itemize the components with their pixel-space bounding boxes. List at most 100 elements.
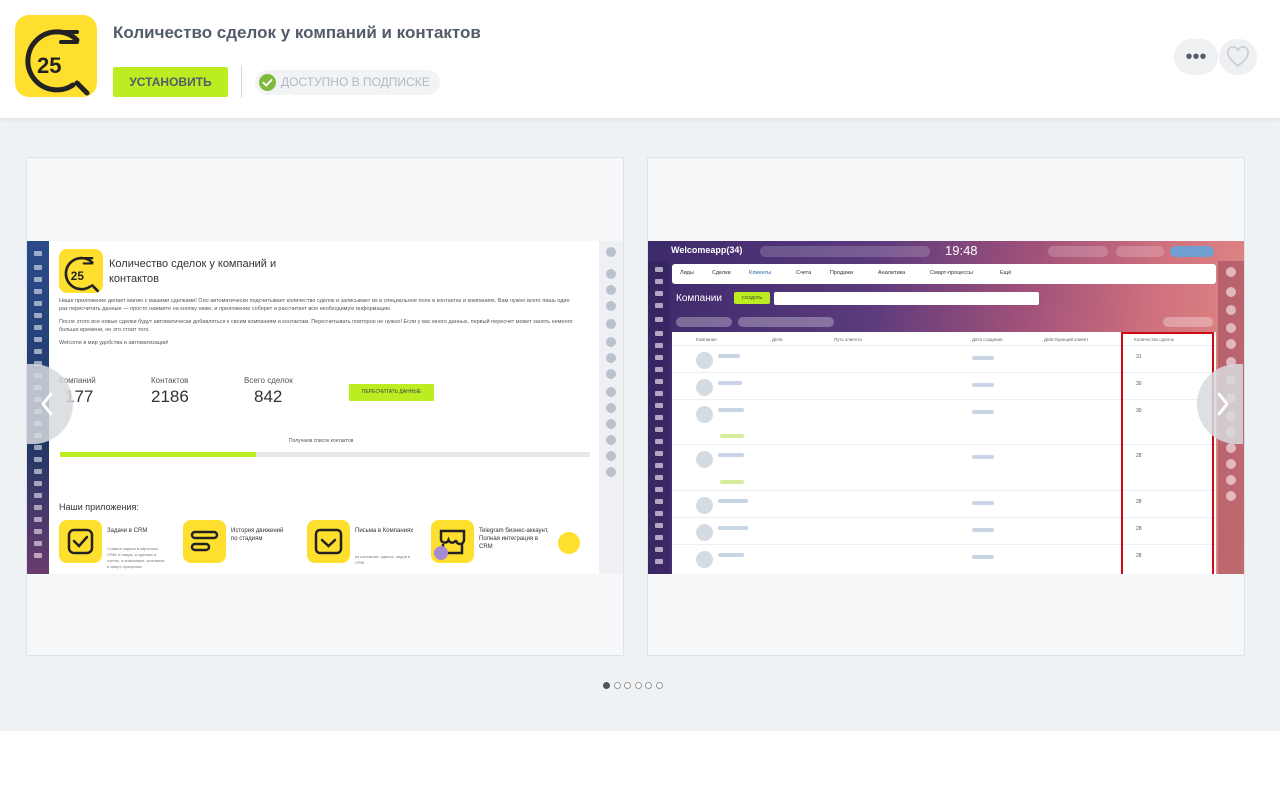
deal-count: 28 — [1136, 553, 1142, 559]
pagination-dot[interactable] — [645, 682, 652, 689]
pagination-dot[interactable] — [655, 682, 663, 689]
prev-slide-button[interactable] — [27, 364, 73, 444]
blurred-value — [718, 408, 744, 412]
portal-brand: Welcomeapp(34) — [671, 245, 743, 255]
tab-sales[interactable]: Продажи — [830, 270, 853, 276]
blurred-value — [718, 453, 744, 457]
header-divider — [241, 65, 242, 98]
column-header: Компания — [696, 337, 717, 342]
invite-pill — [1170, 246, 1214, 257]
app-logo-small: 25 — [59, 249, 103, 293]
avatar — [696, 451, 713, 468]
stat-label: Компаний — [59, 376, 96, 385]
blurred-tag — [720, 434, 744, 438]
chat-icon[interactable] — [558, 532, 580, 554]
subscription-badge: ДОСТУПНО В ПОДПИСКЕ — [255, 70, 440, 95]
deal-count: 30 — [1136, 408, 1142, 414]
column-header: Дела — [772, 337, 783, 342]
tab-deals[interactable]: Сделки — [712, 270, 731, 276]
stat-label: Контактов — [151, 376, 189, 385]
screenshot-gallery: 25 Количество сделок у компаний и контак… — [0, 118, 1280, 731]
filter-chip[interactable] — [676, 317, 732, 327]
blurred-value — [972, 410, 994, 414]
tab-smart-processes[interactable]: Смарт-процессы — [930, 270, 973, 276]
app-title: Количество сделок у компаний и контактов — [113, 23, 481, 42]
blurred-value — [972, 528, 994, 532]
blurred-value — [972, 383, 994, 387]
app-card-name: Telegram бизнес-аккаунт. Полная интеграц… — [479, 528, 549, 550]
app-card-desc: Ставьте задачи в карточках CRM: в лидах,… — [107, 546, 165, 569]
companies-table: Компания Дела Путь клиента Дата создания… — [672, 332, 1216, 574]
blurred-value — [718, 499, 748, 503]
tab-analytics[interactable]: Аналитика — [878, 270, 906, 276]
pagination-dot[interactable] — [603, 682, 610, 689]
filter-input[interactable] — [774, 292, 1039, 305]
tab-invoices[interactable]: Счета — [796, 270, 812, 276]
favorite-button[interactable] — [1219, 39, 1257, 75]
avatar — [696, 352, 713, 369]
blurred-value — [972, 555, 994, 559]
tariff-pill — [1116, 246, 1164, 257]
tab-leads[interactable]: Лиды — [680, 270, 694, 276]
pagination-dot[interactable] — [634, 682, 642, 689]
column-header: Количество сделок — [1134, 337, 1174, 342]
slide-1[interactable]: 25 Количество сделок у компаний и контак… — [26, 157, 624, 656]
crm-tabs: Лиды Сделки Клиенты Счета Продажи Аналит… — [672, 264, 1216, 284]
pagination-dot[interactable] — [613, 682, 621, 689]
svg-text:25: 25 — [71, 269, 85, 283]
recount-button[interactable]: ПЕРЕСЧИТАТЬ ДАННЫЕ — [349, 384, 434, 401]
check-icon — [59, 520, 102, 563]
slide-2[interactable]: Welcomeapp(34) 19:48 Лиды Сделки Клиенты… — [647, 157, 1245, 656]
tab-clients[interactable]: Клиенты — [749, 270, 772, 276]
deal-count: 28 — [1136, 526, 1142, 532]
portal-right-panel — [599, 241, 623, 574]
slide-1-title: Количество сделок у компаний и контактов — [109, 258, 277, 285]
crm-topbar: Welcomeapp(34) 19:48 — [648, 241, 1244, 261]
deal-count: 28 — [1136, 499, 1142, 505]
apps-heading: Наши приложения: — [59, 502, 139, 512]
column-header: Действующий клиент — [1044, 337, 1089, 342]
pagination-dot[interactable] — [624, 682, 631, 689]
chevron-right-icon — [1217, 392, 1229, 416]
more-button[interactable]: ••• — [1174, 39, 1218, 75]
clock-25-icon: 25 — [64, 256, 99, 293]
app-card-name: Письма в Компаниях — [355, 528, 414, 534]
check-icon — [259, 74, 276, 91]
next-slide-button[interactable] — [1197, 364, 1243, 444]
app-logo: 25 — [15, 15, 97, 97]
progress-fill — [60, 452, 257, 457]
clock-25-icon: 25 — [25, 29, 90, 96]
app-card-name: История движений по стадиям — [231, 528, 284, 542]
subscription-label: ДОСТУПНО В ПОДПИСКЕ — [281, 75, 430, 89]
stat-deals: Всего сделок 842 — [244, 376, 293, 407]
crm-left-menu — [648, 261, 670, 574]
store-icon — [431, 520, 474, 563]
table-row — [672, 372, 1216, 373]
blurred-tag — [720, 480, 744, 484]
blurred-value — [718, 354, 740, 358]
filter-chip[interactable] — [738, 317, 834, 327]
deal-count: 30 — [1136, 381, 1142, 387]
app-header: 25 Количество сделок у компаний и контак… — [0, 0, 1280, 118]
progress-label: Получаем список контактов — [289, 438, 354, 444]
user-pill — [1048, 246, 1108, 257]
filter-chip[interactable] — [1163, 317, 1213, 327]
blurred-value — [972, 501, 994, 505]
table-row — [672, 544, 1216, 545]
intro-text: Наше приложение делает магию с вашими сд… — [59, 298, 570, 312]
blurred-value — [718, 381, 742, 385]
blurred-value — [972, 356, 994, 360]
install-button[interactable]: УСТАНОВИТЬ — [113, 67, 228, 97]
app-card-desc: из контактов, сделок, лидов в CRM — [355, 554, 411, 565]
stat-value: 842 — [254, 387, 283, 406]
tab-more[interactable]: Ещё — [1000, 270, 1012, 276]
avatar — [696, 406, 713, 423]
avatar — [696, 524, 713, 541]
create-button[interactable]: СОЗДАТЬ — [734, 292, 770, 304]
stat-label: Всего сделок — [244, 376, 293, 385]
note-text: После этого все новые сделки будут автом… — [59, 319, 573, 333]
inbox-icon — [307, 520, 350, 563]
portal-search — [760, 246, 930, 257]
column-header: Дата создания — [972, 337, 1003, 342]
welcome-text: Welcome в мир удобства и автоматизации! — [59, 340, 169, 346]
